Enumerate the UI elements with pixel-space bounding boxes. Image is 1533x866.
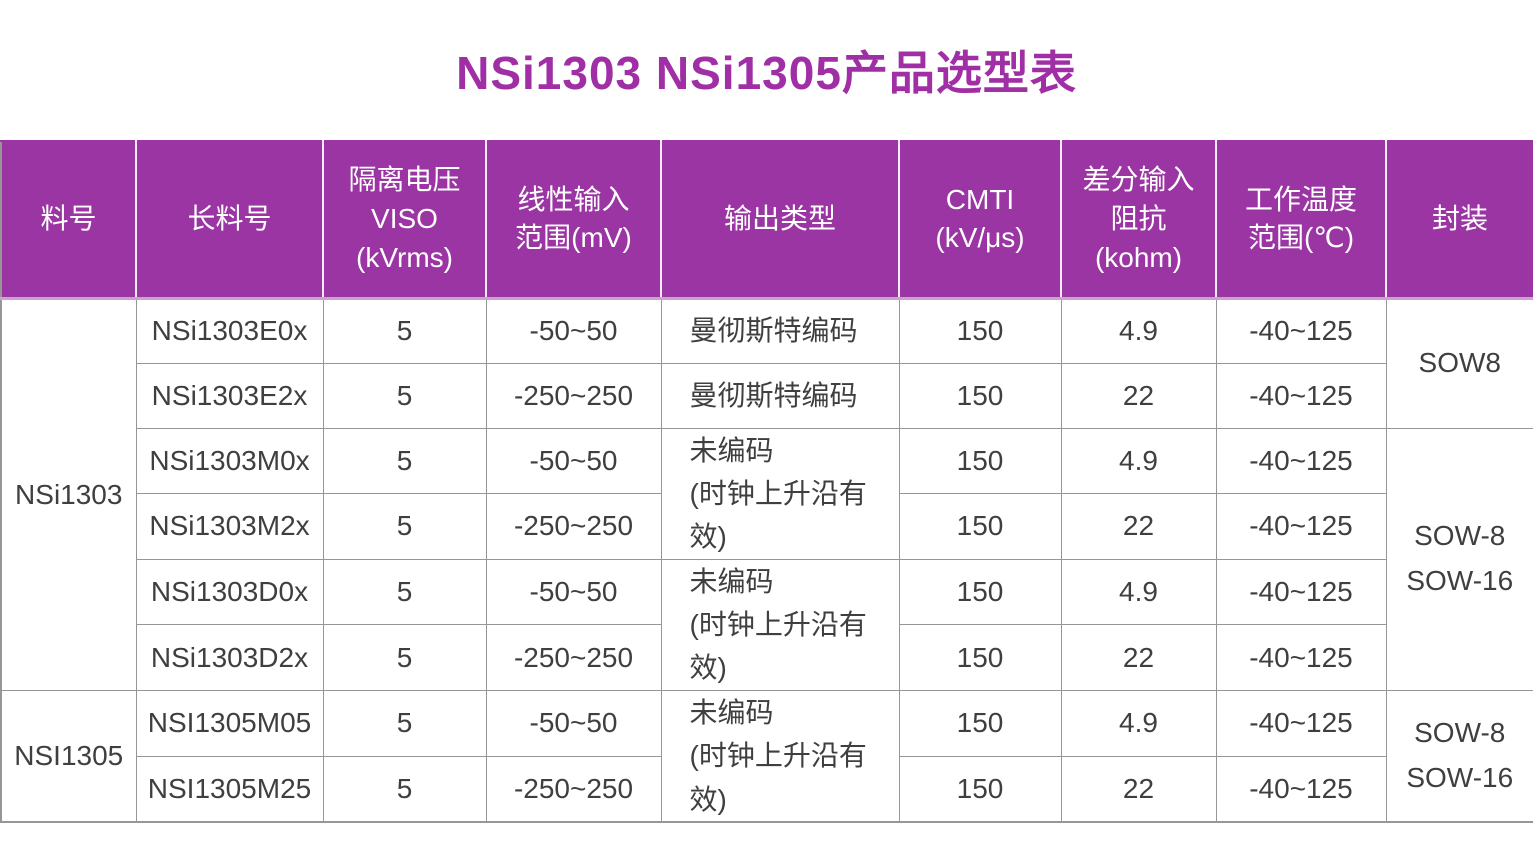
cell-viso: 5	[322, 558, 487, 626]
cell-cmti: 150	[898, 558, 1062, 626]
cell-cmti: 150	[898, 362, 1062, 429]
table-row: NSi1303D0x 5 -50~50 未编码 (时钟上升沿有效) 150 4.…	[1, 558, 1533, 691]
col-header-package: 封装	[1386, 141, 1533, 300]
cell-long-part: NSI1305M25	[135, 755, 324, 823]
cell-long-part: NSI1305M05	[135, 689, 324, 757]
cell-input-range: -250~250	[485, 755, 662, 823]
product-selector-table: 料号 长料号 隔离电压 VISO (kVrms) 线性输入 范围(mV) 输出类…	[0, 140, 1533, 824]
cell-viso: 5	[322, 689, 487, 757]
cell-output-type: 未编码 (时钟上升沿有效)	[660, 689, 900, 823]
cell-output-type: 未编码 (时钟上升沿有效)	[660, 427, 900, 560]
col-header-linear-input-range: 线性输入 范围(mV)	[486, 141, 662, 300]
cell-long-part: NSi1303M2x	[135, 493, 324, 560]
cell-input-range: -50~50	[485, 297, 662, 364]
table-row: NSi1303E2x 5 -250~250 曼彻斯特编码 150 22 -40~…	[1, 362, 1533, 429]
cell-long-part: NSi1303D0x	[135, 558, 324, 626]
cell-long-part: NSi1303M0x	[135, 427, 324, 495]
col-header-long-part-number: 长料号	[136, 141, 324, 300]
cell-impedance: 4.9	[1060, 297, 1217, 364]
col-header-output-type: 输出类型	[661, 141, 900, 300]
cell-input-range: -50~50	[485, 427, 662, 495]
cell-long-part: NSi1303E2x	[135, 362, 324, 429]
cell-cmti: 150	[898, 624, 1062, 691]
cell-impedance: 22	[1060, 362, 1217, 429]
table-row: NSi1303M0x 5 -50~50 未编码 (时钟上升沿有效) 150 4.…	[1, 427, 1533, 691]
cell-viso: 5	[322, 427, 487, 495]
cell-package: SOW-8 SOW-16	[1385, 427, 1533, 691]
table-row: NSI1305 NSI1305M05 5 -50~50 未编码 (时钟上升沿有效…	[0, 689, 1533, 823]
header-row: 料号 长料号 隔离电压 VISO (kVrms) 线性输入 范围(mV) 输出类…	[1, 141, 1533, 300]
col-header-part-number: 料号	[1, 141, 137, 300]
cell-package: SOW-8 SOW-16	[1385, 689, 1533, 823]
cell-impedance: 22	[1060, 755, 1217, 823]
cell-impedance: 22	[1060, 493, 1217, 560]
cell-impedance: 4.9	[1060, 558, 1217, 626]
col-header-cmti: CMTI (kV/μs)	[899, 141, 1062, 300]
cell-output-type: 曼彻斯特编码	[660, 362, 900, 429]
table-row: NSi1303 NSi1303E0x 5 -50~50 曼彻斯特编码 150 4…	[0, 297, 1533, 691]
col-header-isolation-voltage: 隔离电压 VISO (kVrms)	[323, 141, 487, 300]
cell-cmti: 150	[898, 427, 1062, 495]
cell-input-range: -250~250	[485, 624, 662, 691]
cell-impedance: 4.9	[1060, 689, 1217, 757]
cell-part-group: NSi1303	[0, 297, 137, 691]
cell-temp-range: -40~125	[1215, 362, 1387, 429]
cell-input-range: -50~50	[485, 689, 662, 757]
cell-impedance: 4.9	[1060, 427, 1217, 495]
cell-output-type: 未编码 (时钟上升沿有效)	[660, 558, 900, 691]
cell-temp-range: -40~125	[1215, 755, 1387, 823]
cell-temp-range: -40~125	[1215, 624, 1387, 691]
cell-viso: 5	[322, 297, 487, 364]
cell-cmti: 150	[898, 297, 1062, 364]
cell-temp-range: -40~125	[1215, 297, 1387, 364]
cell-input-range: -250~250	[485, 493, 662, 560]
cell-output-type: 曼彻斯特编码	[660, 297, 900, 364]
cell-temp-range: -40~125	[1215, 689, 1387, 757]
cell-temp-range: -40~125	[1215, 558, 1387, 626]
cell-input-range: -50~50	[485, 558, 662, 626]
table-row: NSI1305M25 5 -250~250 150 22 -40~125	[1, 755, 1533, 823]
title-band: NSi1303 NSi1305产品选型表	[0, 0, 1533, 140]
cell-part-group: NSI1305	[0, 689, 137, 823]
cell-viso: 5	[322, 493, 487, 560]
page-title: NSi1303 NSi1305产品选型表	[456, 47, 1077, 99]
cell-cmti: 150	[898, 493, 1062, 560]
cell-viso: 5	[322, 362, 487, 429]
cell-viso: 5	[322, 624, 487, 691]
cell-cmti: 150	[898, 755, 1062, 823]
cell-viso: 5	[322, 755, 487, 823]
cell-impedance: 22	[1060, 624, 1217, 691]
table-row: NSi1303D2x 5 -250~250 150 22 -40~125	[1, 624, 1533, 691]
cell-long-part: NSi1303D2x	[135, 624, 324, 691]
table-row: NSi1303M2x 5 -250~250 150 22 -40~125	[1, 493, 1533, 560]
cell-cmti: 150	[898, 689, 1062, 757]
cell-input-range: -250~250	[485, 362, 662, 429]
col-header-diff-input-impedance: 差分输入 阻抗 (kohm)	[1061, 141, 1217, 300]
col-header-operating-temp-range: 工作温度 范围(℃)	[1216, 141, 1387, 300]
cell-package: SOW8	[1385, 297, 1533, 429]
cell-temp-range: -40~125	[1215, 493, 1387, 560]
cell-long-part: NSi1303E0x	[135, 297, 324, 364]
cell-temp-range: -40~125	[1215, 427, 1387, 495]
